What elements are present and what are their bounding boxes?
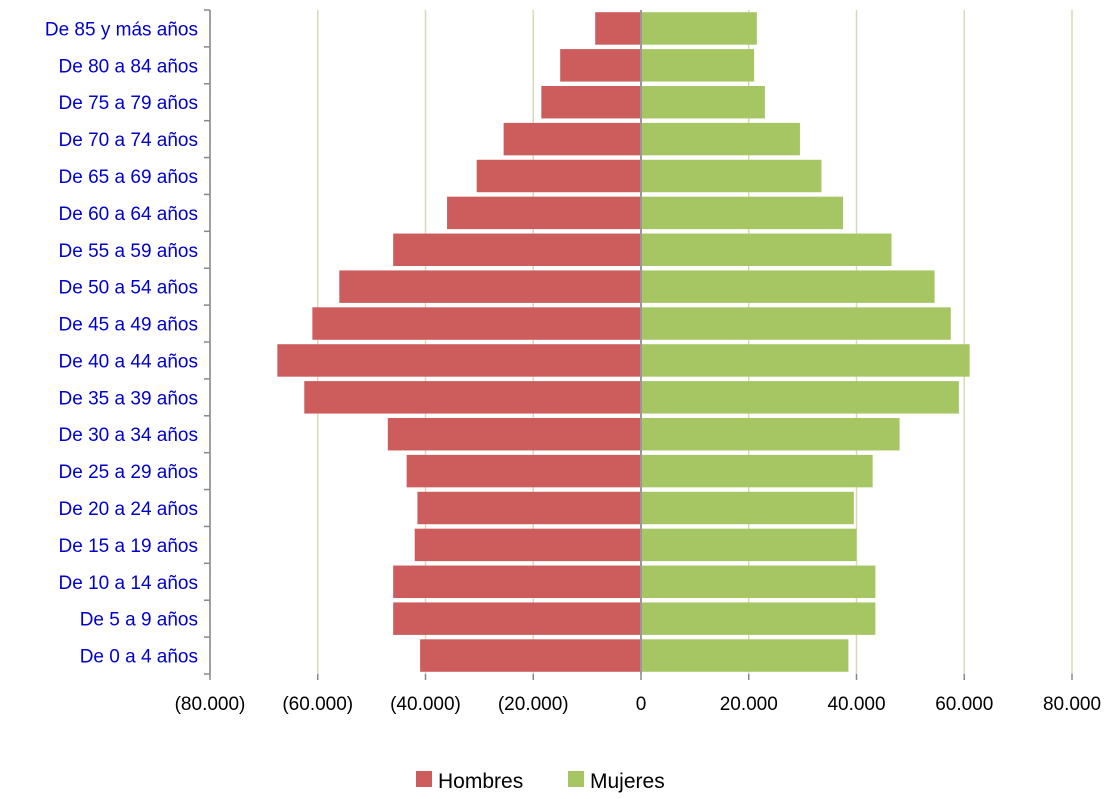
bar-hombres-14: [414, 528, 641, 562]
bar-mujeres-14: [641, 528, 857, 562]
category-label-16: De 5 a 9 años: [80, 610, 198, 631]
bar-mujeres-5: [641, 196, 844, 230]
bar-hombres-0: [595, 12, 641, 45]
bar-mujeres-12: [641, 454, 873, 488]
bar-hombres-9: [277, 344, 641, 377]
bar-hombres-13: [417, 491, 641, 525]
legend-swatch-mujeres: [568, 771, 584, 787]
category-label-6: De 55 a 59 años: [59, 241, 198, 262]
bar-mujeres-6: [641, 233, 892, 267]
category-label-17: De 0 a 4 años: [80, 647, 198, 668]
category-label-0: De 85 y más años: [45, 19, 198, 40]
bar-mujeres-3: [641, 122, 800, 156]
legend-label-mujeres: Mujeres: [590, 770, 665, 793]
x-tick-label-0: (80.000): [175, 694, 246, 715]
bar-hombres-16: [393, 602, 641, 635]
category-label-2: De 75 a 79 años: [59, 93, 198, 114]
gridlines: [209, 10, 1073, 674]
category-label-5: De 60 a 64 años: [59, 204, 198, 225]
x-tick-label-7: 60.000: [935, 694, 993, 715]
bar-mujeres-7: [641, 270, 935, 303]
bar-mujeres-16: [641, 602, 876, 635]
x-tick-label-3: (20.000): [498, 694, 569, 715]
bar-mujeres-17: [641, 639, 849, 672]
category-label-13: De 20 a 24 años: [59, 499, 198, 520]
bars: [277, 12, 970, 672]
bar-mujeres-1: [641, 49, 755, 82]
category-label-11: De 30 a 34 años: [59, 425, 198, 446]
category-label-3: De 70 a 74 años: [59, 130, 198, 151]
category-label-15: De 10 a 14 años: [59, 573, 198, 594]
bar-hombres-15: [393, 565, 641, 599]
bar-hombres-5: [447, 196, 641, 230]
category-labels: De 85 y más años De 80 a 84 años De 75 a 7…: [45, 19, 198, 667]
bar-mujeres-8: [641, 307, 951, 340]
bar-hombres-3: [503, 122, 641, 156]
category-label-9: De 40 a 44 años: [59, 351, 198, 372]
bar-hombres-2: [541, 85, 641, 119]
axes: [204, 9, 1073, 680]
bar-mujeres-0: [641, 12, 757, 45]
bar-hombres-1: [560, 49, 641, 82]
legend-swatch-hombres: [416, 771, 432, 787]
x-tick-label-2: (40.000): [390, 694, 461, 715]
bar-mujeres-10: [641, 381, 959, 414]
bar-mujeres-4: [641, 159, 822, 193]
x-tick-labels: (80.000) (60.000) (40.000) (20.000) 0 20.000 4…: [175, 694, 1101, 715]
bar-mujeres-2: [641, 85, 765, 119]
category-label-1: De 80 a 84 años: [59, 56, 198, 77]
x-tick-label-4: 0: [636, 694, 647, 715]
category-label-14: De 15 a 19 años: [59, 536, 198, 557]
bar-mujeres-13: [641, 491, 854, 525]
x-tick-label-6: 40.000: [827, 694, 885, 715]
bar-hombres-11: [387, 417, 641, 451]
bar-hombres-6: [393, 233, 641, 267]
legend-label-hombres: Hombres: [438, 770, 523, 793]
bar-hombres-10: [304, 381, 641, 414]
category-label-4: De 65 a 69 años: [59, 167, 198, 188]
category-label-10: De 35 a 39 años: [59, 388, 198, 409]
x-tick-label-1: (60.000): [282, 694, 353, 715]
bar-hombres-7: [339, 270, 641, 303]
bar-hombres-17: [420, 639, 641, 672]
category-label-7: De 50 a 54 años: [59, 278, 198, 299]
bar-hombres-4: [476, 159, 641, 193]
category-label-12: De 25 a 29 años: [59, 462, 198, 483]
bar-hombres-8: [312, 307, 641, 340]
bar-mujeres-15: [641, 565, 876, 599]
x-tick-label-8: 80.000: [1043, 694, 1101, 715]
legend: Hombres Mujeres: [416, 770, 665, 793]
category-label-8: De 45 a 49 años: [59, 315, 198, 336]
bar-hombres-12: [406, 454, 641, 488]
bar-mujeres-9: [641, 344, 970, 377]
bar-mujeres-11: [641, 417, 900, 451]
x-tick-label-5: 20.000: [720, 694, 778, 715]
